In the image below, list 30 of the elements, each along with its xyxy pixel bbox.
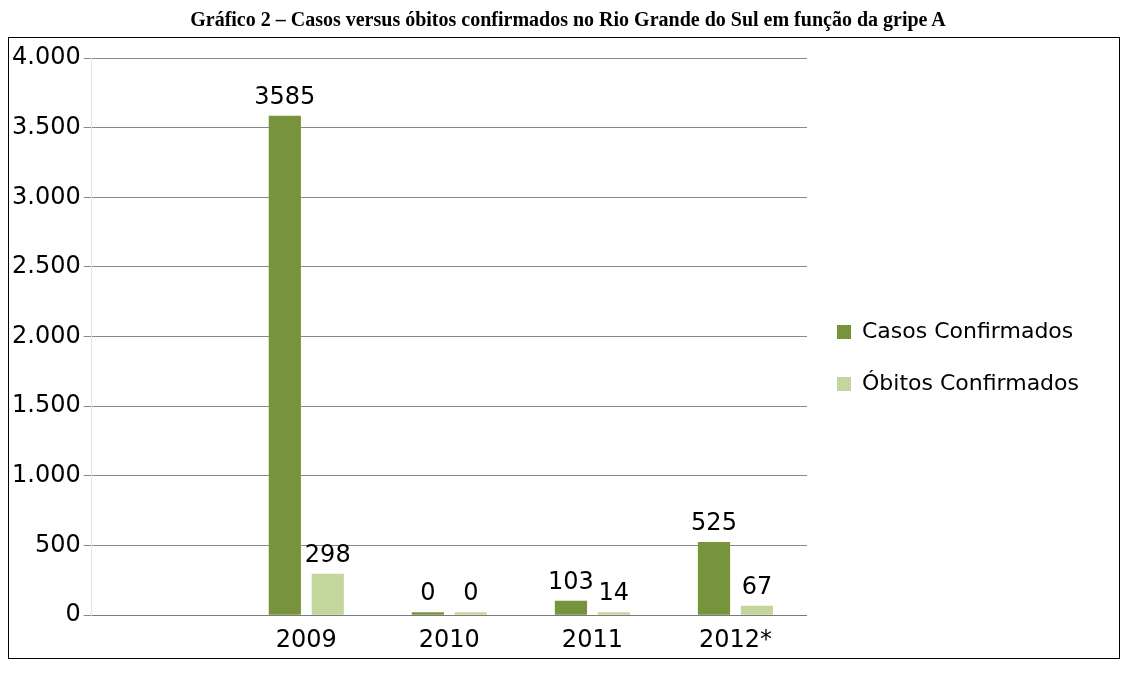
x-tick-label: 2009: [275, 624, 337, 653]
data-label: 67: [741, 572, 773, 601]
y-tick-label: 3.000: [11, 181, 81, 210]
data-label: 14: [598, 578, 630, 607]
data-label: 525: [691, 508, 737, 537]
y-tick-label: 500: [34, 529, 81, 558]
y-tick-label: 3.500: [11, 111, 81, 140]
x-tick-label: 2010: [418, 624, 480, 653]
y-tick-label: 0: [65, 599, 81, 628]
data-label: 0: [420, 578, 436, 607]
y-tick-label: 1.500: [11, 390, 81, 419]
y-tick-label: 4.000: [11, 42, 81, 71]
x-tick-label: 2011: [561, 624, 623, 653]
data-label: 298: [304, 539, 351, 568]
data-label: 0: [463, 578, 479, 607]
data-label: 3585: [254, 82, 316, 111]
x-tick-label: 2012*: [698, 624, 772, 653]
bar: [311, 573, 344, 615]
data-label: 103: [548, 567, 594, 596]
legend-label: Óbitos Confirmados: [861, 369, 1079, 395]
y-tick-label: 2.500: [11, 251, 81, 280]
y-tick-label: 1.000: [11, 460, 81, 489]
chart-title: Gráfico 2 – Casos versus óbitos confirmados no Rio Grande do Sul em função da gripe A: [189, 8, 947, 31]
bar: [697, 542, 731, 615]
legend-label: Casos Confirmados: [861, 317, 1074, 343]
bar: [740, 605, 774, 615]
y-tick-label: 2.000: [11, 320, 81, 349]
bar: [554, 600, 588, 615]
bar: [268, 115, 301, 615]
bar: [597, 612, 630, 615]
